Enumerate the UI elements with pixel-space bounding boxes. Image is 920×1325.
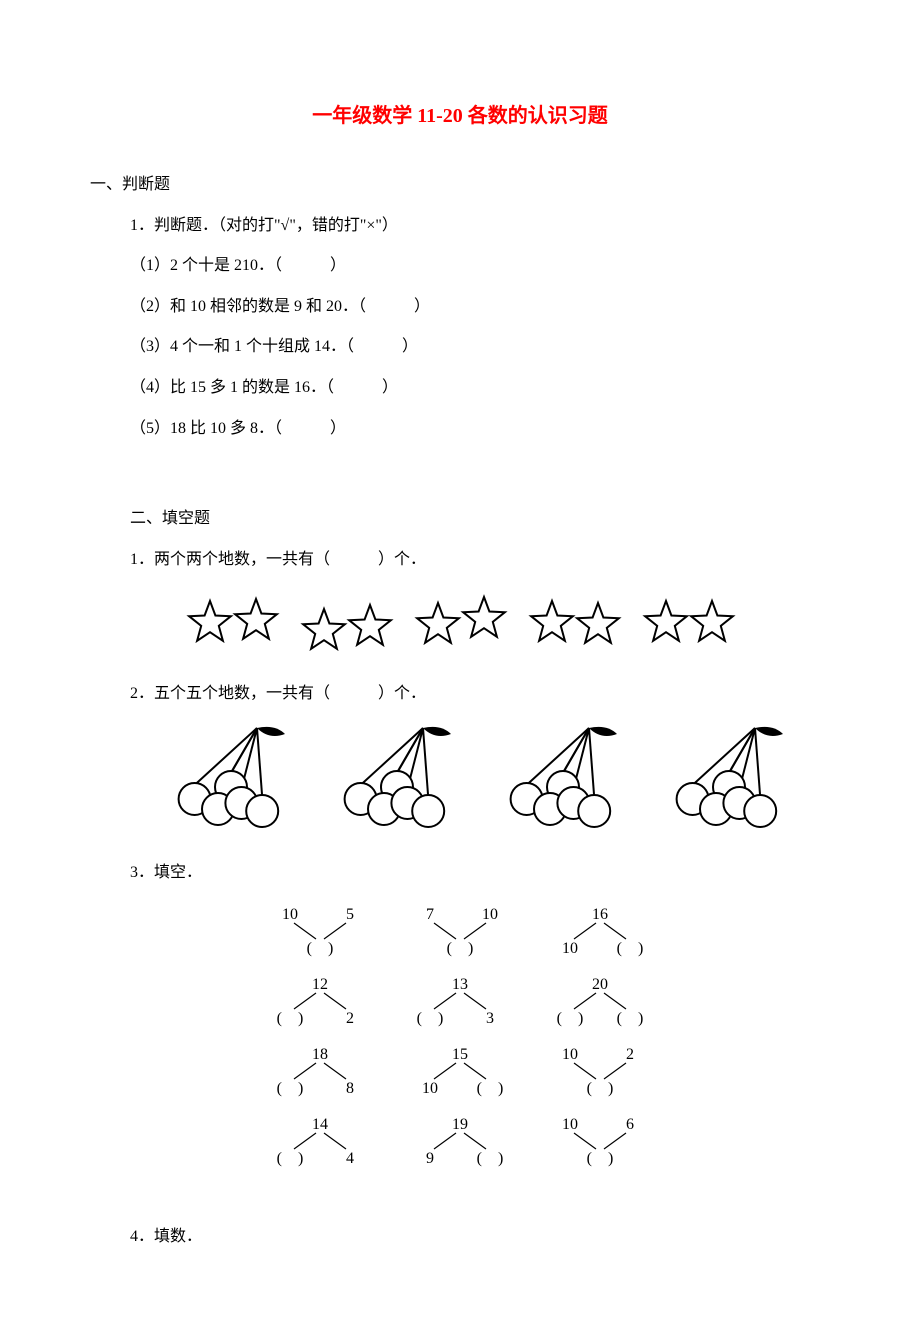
q1-4: （4）比 15 多 1 的数是 16．（ ）: [130, 375, 830, 401]
svg-text:10: 10: [562, 1046, 578, 1063]
cherries-figure: [130, 722, 830, 846]
svg-text:9: 9: [426, 1150, 434, 1167]
q2-4: 4．填数．: [130, 1224, 830, 1250]
svg-text:18: 18: [312, 1046, 328, 1063]
svg-text:8: 8: [346, 1080, 354, 1097]
svg-text:5: 5: [346, 906, 354, 923]
svg-text:7: 7: [426, 906, 434, 923]
svg-text:( ): ( ): [477, 1150, 504, 1167]
q1-1: （1）2 个十是 210．（ ）: [130, 253, 830, 279]
svg-text:( ): ( ): [277, 1150, 304, 1167]
svg-text:4: 4: [346, 1150, 354, 1167]
svg-text:3: 3: [486, 1010, 494, 1027]
page-title: 一年级数学 11-20 各数的认识习题: [90, 100, 830, 132]
svg-text:12: 12: [312, 976, 328, 993]
section-2-heading: 二、填空题: [130, 506, 830, 532]
svg-text:10: 10: [482, 906, 498, 923]
svg-text:( ): ( ): [587, 1080, 614, 1097]
q2-1: 1．两个两个地数，一共有（ ）个．: [130, 547, 830, 573]
svg-text:14: 14: [312, 1116, 328, 1133]
q1-5: （5）18 比 10 多 8．（ ）: [130, 416, 830, 442]
number-bonds-figure: 10 5 ( ) 7 10 ( ) 16 10 ( ) 12 ( ) 2 13 ( ) 3 20 ( ) ( ) 1…: [130, 901, 830, 1210]
svg-text:( ): ( ): [277, 1080, 304, 1097]
q2-2: 2．五个五个地数，一共有（ ）个．: [130, 681, 830, 707]
q1-3: （3）4 个一和 1 个十组成 14．（ ）: [130, 334, 830, 360]
svg-text:2: 2: [626, 1046, 634, 1063]
svg-text:10: 10: [562, 1116, 578, 1133]
svg-text:( ): ( ): [447, 940, 474, 957]
svg-text:16: 16: [592, 906, 608, 923]
svg-text:10: 10: [282, 906, 298, 923]
svg-text:( ): ( ): [557, 1010, 584, 1027]
svg-text:( ): ( ): [307, 940, 334, 957]
svg-text:( ): ( ): [477, 1080, 504, 1097]
q2-3: 3．填空．: [130, 860, 830, 886]
svg-text:( ): ( ): [617, 940, 644, 957]
q1-stem: 1．判断题．（对的打"√"，错的打"×"）: [130, 213, 830, 239]
svg-text:2: 2: [346, 1010, 354, 1027]
svg-text:20: 20: [592, 976, 608, 993]
q1-2: （2）和 10 相邻的数是 9 和 20．（ ）: [130, 294, 830, 320]
svg-text:( ): ( ): [277, 1010, 304, 1027]
svg-text:( ): ( ): [617, 1010, 644, 1027]
section-1-heading: 一、判断题: [90, 172, 830, 198]
stars-figure: [130, 587, 830, 666]
svg-text:6: 6: [626, 1116, 634, 1133]
svg-text:10: 10: [562, 940, 578, 957]
svg-text:( ): ( ): [587, 1150, 614, 1167]
svg-text:( ): ( ): [417, 1010, 444, 1027]
svg-text:19: 19: [452, 1116, 468, 1133]
svg-text:15: 15: [452, 1046, 468, 1063]
svg-text:10: 10: [422, 1080, 438, 1097]
svg-text:13: 13: [452, 976, 468, 993]
